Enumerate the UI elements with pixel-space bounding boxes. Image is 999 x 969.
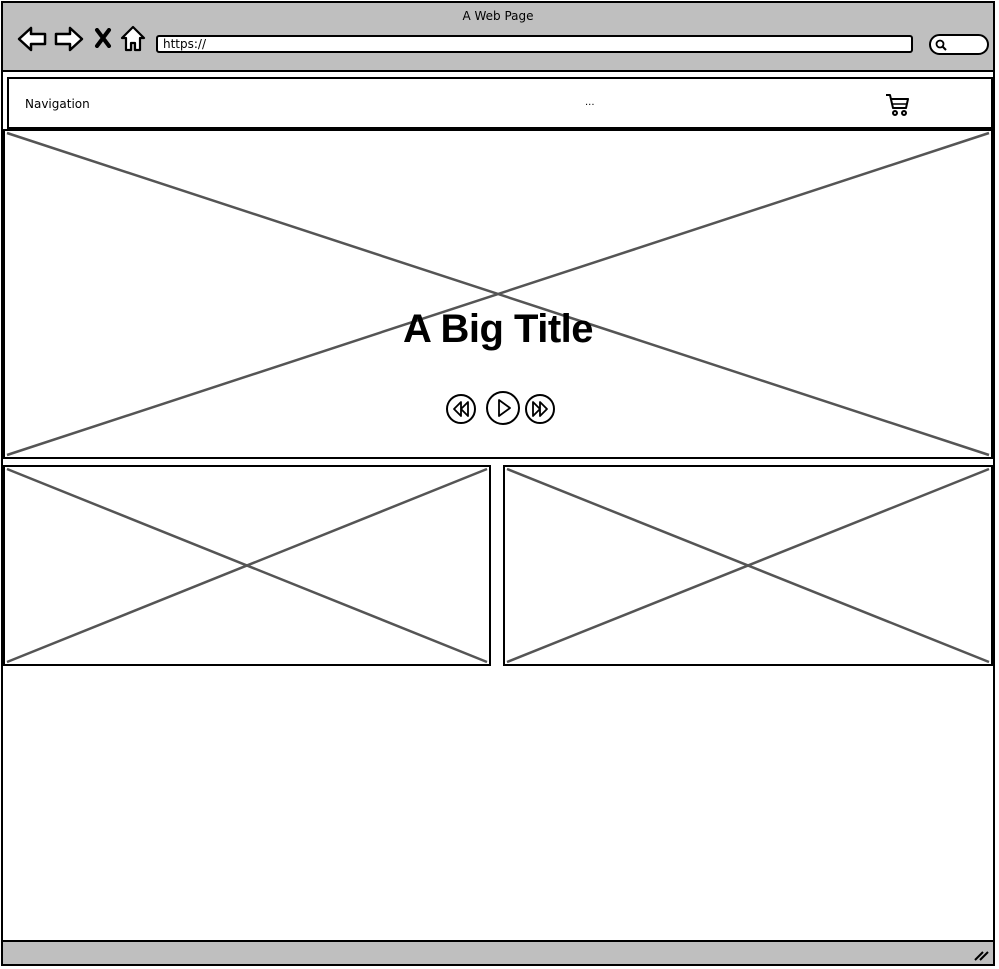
search-field[interactable]: [929, 34, 989, 55]
home-icon[interactable]: [120, 25, 146, 53]
close-x-icon[interactable]: [94, 28, 112, 48]
content-image-placeholder-left: [3, 465, 491, 666]
url-input[interactable]: https://: [156, 35, 913, 53]
search-icon: [935, 39, 947, 51]
navigation-label[interactable]: Navigation: [25, 97, 90, 111]
image-placeholder-icon: [506, 467, 990, 664]
shopping-cart-icon[interactable]: [885, 92, 911, 118]
page-title: A Big Title: [402, 307, 594, 351]
back-arrow-icon[interactable]: [17, 25, 47, 53]
resize-grip-icon[interactable]: [973, 948, 989, 962]
fast-forward-icon[interactable]: [524, 393, 556, 425]
image-placeholder-icon: [6, 467, 488, 664]
content-image-placeholder-right: [503, 465, 993, 666]
image-placeholder-icon: [6, 131, 990, 457]
forward-arrow-icon[interactable]: [54, 25, 84, 53]
window-title: A Web Page: [462, 9, 534, 23]
hero-image-placeholder: A Big Title: [3, 129, 993, 459]
navigation-bar: Navigation ...: [7, 77, 993, 129]
rewind-icon[interactable]: [445, 393, 477, 425]
navigation-ellipsis: ...: [585, 97, 595, 108]
play-icon[interactable]: [485, 389, 521, 427]
media-controls: [445, 389, 555, 427]
browser-toolbar: A Web Page https://: [1, 1, 995, 72]
status-bar: [1, 940, 995, 966]
